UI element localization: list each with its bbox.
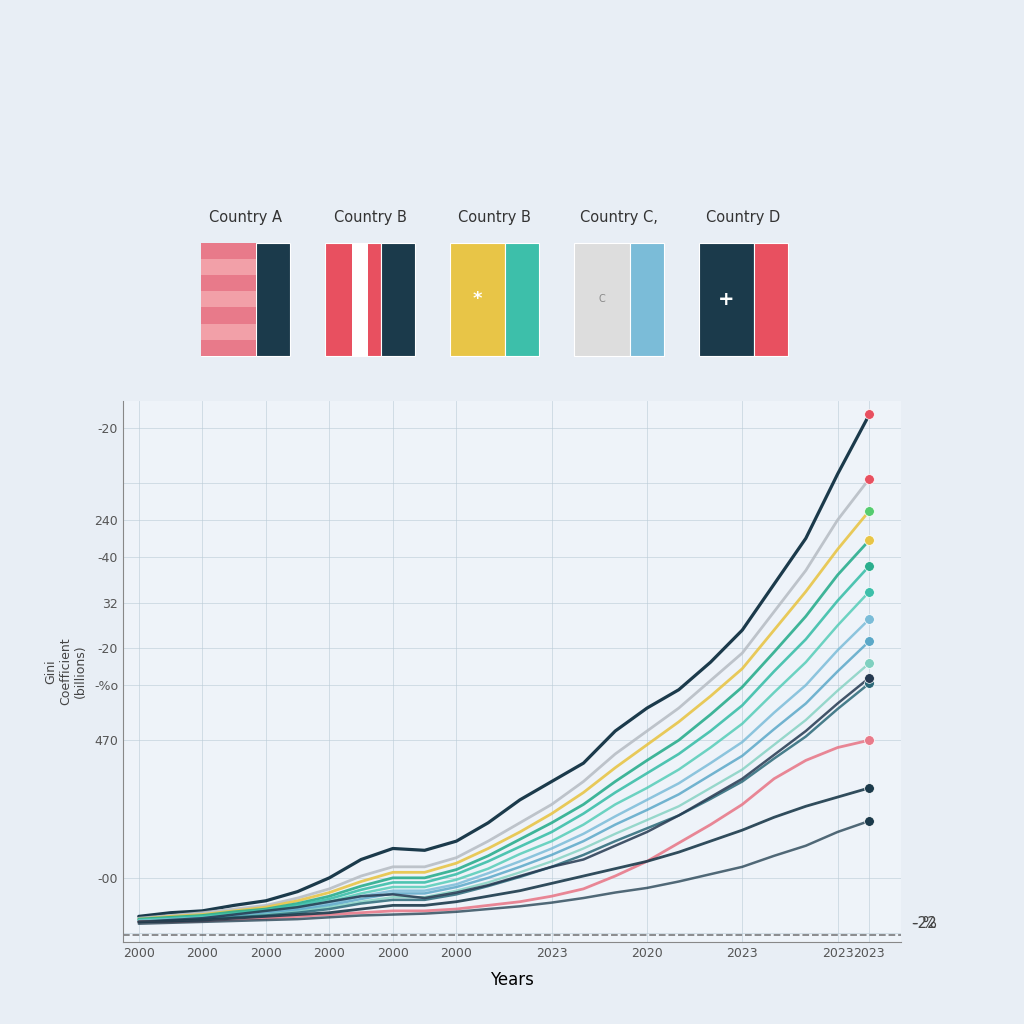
- Bar: [201, 307, 256, 324]
- Bar: [352, 243, 369, 356]
- Text: Country A: Country A: [209, 210, 282, 225]
- Text: Country B: Country B: [334, 210, 407, 225]
- Bar: [201, 275, 256, 291]
- Bar: [201, 243, 256, 259]
- Bar: [450, 243, 505, 356]
- Bar: [630, 243, 664, 356]
- Bar: [326, 243, 381, 356]
- Bar: [201, 243, 256, 356]
- Text: Country B: Country B: [458, 210, 530, 225]
- Bar: [201, 291, 256, 307]
- Bar: [201, 259, 256, 275]
- Bar: [256, 243, 290, 356]
- Text: +: +: [718, 290, 735, 309]
- Text: Country C,: Country C,: [580, 210, 658, 225]
- Text: Country D: Country D: [707, 210, 780, 225]
- Text: - %: - %: [912, 916, 937, 931]
- Text: *: *: [473, 290, 482, 308]
- Bar: [574, 243, 630, 356]
- Bar: [698, 243, 755, 356]
- Bar: [381, 243, 415, 356]
- Y-axis label: Gini
Coefficient
(billions): Gini Coefficient (billions): [44, 638, 87, 706]
- Text: C: C: [599, 294, 605, 304]
- Text: -22: -22: [912, 915, 937, 931]
- Bar: [755, 243, 788, 356]
- X-axis label: Years: Years: [490, 971, 534, 989]
- Bar: [201, 340, 256, 356]
- Bar: [505, 243, 540, 356]
- Bar: [201, 324, 256, 340]
